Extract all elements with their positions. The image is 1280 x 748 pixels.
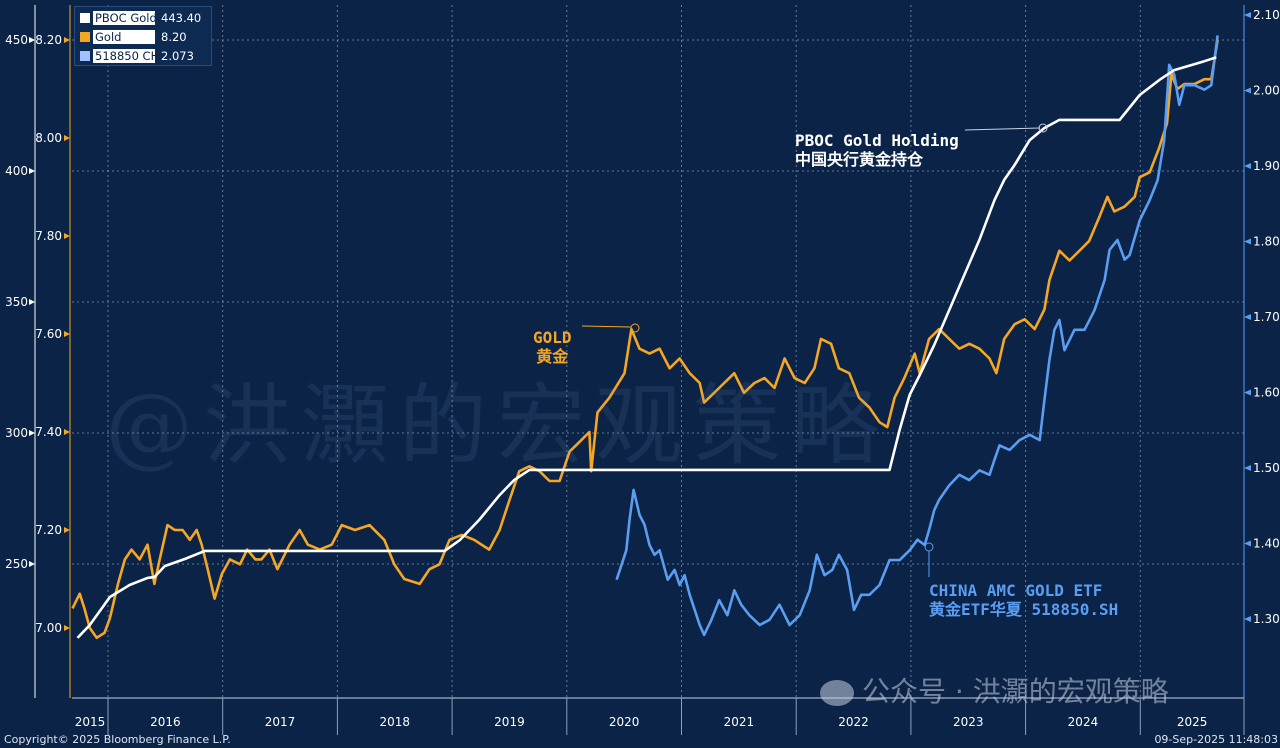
x-tick-label: 2023 xyxy=(953,715,984,729)
wechat-icon xyxy=(820,680,854,706)
left-inner-tick-label: 8.00 xyxy=(35,131,62,145)
tick-marker xyxy=(64,527,70,533)
tick-marker xyxy=(1244,87,1251,94)
x-tick-label: 2024 xyxy=(1068,715,1099,729)
legend-label: 518850 CH xyxy=(93,48,155,63)
annotation-line: 中国央行黄金持仓 xyxy=(795,150,924,169)
annotation-line: 黄金 xyxy=(536,347,569,366)
legend-label: Gold xyxy=(93,29,155,44)
annotation-marker-gold xyxy=(630,323,640,333)
series-gold xyxy=(71,39,1219,640)
timestamp: 09-Sep-2025 11:48:03 xyxy=(1154,733,1278,746)
annotation-line: GOLD xyxy=(533,328,572,347)
tick-marker xyxy=(1244,389,1251,396)
tick-marker xyxy=(64,429,70,435)
x-tick-label: 2020 xyxy=(609,715,640,729)
annotation-leader-gold xyxy=(581,325,632,328)
annotation-etf: CHINA AMC GOLD ETF 黄金ETF华夏 518850.SH xyxy=(929,581,1118,619)
x-tick-label: 2021 xyxy=(724,715,755,729)
tick-marker xyxy=(1244,12,1251,18)
legend-label: PBOC Gold xyxy=(93,10,155,25)
legend-item-pboc[interactable]: PBOC Gold 443.40 xyxy=(75,9,211,26)
right-tick-label: 1.70 xyxy=(1253,310,1280,324)
tick-marker xyxy=(1244,238,1251,245)
legend-value: 8.20 xyxy=(161,29,187,44)
tick-marker xyxy=(29,561,35,567)
right-tick-label: 1.30 xyxy=(1253,612,1280,626)
left-inner-tick-label: 7.20 xyxy=(35,523,62,537)
series-pboc-gold xyxy=(76,56,1217,639)
right-tick-label: 2.10 xyxy=(1253,8,1280,22)
left-outer-tick-label: 450 xyxy=(5,33,28,47)
legend-item-gold[interactable]: Gold 8.20 xyxy=(75,28,211,45)
left-inner-tick-label: 7.40 xyxy=(35,425,62,439)
watermark: @洪灝的宏观策略 xyxy=(105,374,890,477)
left-inner-tick-label: 7.80 xyxy=(35,229,62,243)
right-tick-label: 2.00 xyxy=(1253,84,1280,98)
left-inner-tick-label: 7.00 xyxy=(35,621,62,635)
annotation-line: PBOC Gold Holding xyxy=(795,131,959,150)
legend-swatch xyxy=(80,12,90,23)
annotation-marker-pboc xyxy=(1038,123,1048,133)
left-inner-tick-label: 7.60 xyxy=(35,327,62,341)
right-tick-label: 1.80 xyxy=(1253,235,1280,249)
left-outer-tick-label: 400 xyxy=(5,164,28,178)
tick-marker xyxy=(29,430,35,436)
right-tick-label: 1.40 xyxy=(1253,537,1280,551)
legend-value: 2.073 xyxy=(161,48,194,63)
left-outer-tick-label: 250 xyxy=(5,557,28,571)
annotation-leader-pboc xyxy=(964,127,1041,131)
left-outer-tick-label: 300 xyxy=(5,426,28,440)
annotation-pboc: PBOC Gold Holding 中国央行黄金持仓 xyxy=(795,131,959,169)
right-tick-label: 1.50 xyxy=(1253,461,1280,475)
right-tick-label: 1.90 xyxy=(1253,159,1280,173)
legend-swatch xyxy=(80,50,90,61)
annotation-line: CHINA AMC GOLD ETF xyxy=(929,581,1103,600)
annotation-line: 黄金ETF华夏 518850.SH xyxy=(929,600,1119,619)
left-inner-tick-label: 8.20 xyxy=(35,33,62,47)
tick-marker xyxy=(64,135,70,141)
tick-marker xyxy=(1244,314,1251,320)
tick-marker xyxy=(1244,616,1251,622)
x-tick-label: 2016 xyxy=(150,715,181,729)
right-tick-label: 1.60 xyxy=(1253,386,1280,400)
tick-marker xyxy=(29,37,35,43)
legend: PBOC Gold 443.40 Gold 8.20 518850 CH 2.073 xyxy=(74,6,212,66)
legend-swatch xyxy=(80,31,90,42)
tick-marker xyxy=(64,233,70,239)
annotation-marker-etf xyxy=(924,542,934,552)
tick-marker xyxy=(64,331,70,337)
x-tick-label: 2017 xyxy=(265,715,296,729)
x-tick-label: 2025 xyxy=(1177,715,1208,729)
series-518850-etf xyxy=(615,35,1219,637)
x-tick-label: 2018 xyxy=(379,715,410,729)
tick-marker xyxy=(1244,540,1251,547)
account-name: 公众号 · 洪灝的宏观策略 xyxy=(862,675,1169,708)
x-tick-label: 2015 xyxy=(75,715,106,729)
left-outer-tick-label: 350 xyxy=(5,295,28,309)
tick-marker xyxy=(1244,465,1251,471)
wechat-watermark: 公众号 · 洪灝的宏观策略 xyxy=(820,670,1169,710)
annotation-gold: GOLD 黄金 xyxy=(533,328,572,366)
tick-marker xyxy=(1244,163,1251,169)
legend-value: 443.40 xyxy=(161,10,202,25)
tick-marker xyxy=(64,625,70,631)
tick-marker xyxy=(29,299,35,305)
tick-marker xyxy=(64,37,70,43)
legend-item-etf[interactable]: 518850 CH 2.073 xyxy=(75,47,211,64)
x-tick-label: 2019 xyxy=(494,715,525,729)
x-tick-label: 2022 xyxy=(838,715,869,729)
copyright: Copyright© 2025 Bloomberg Finance L.P. xyxy=(4,733,231,746)
tick-marker xyxy=(29,168,35,174)
